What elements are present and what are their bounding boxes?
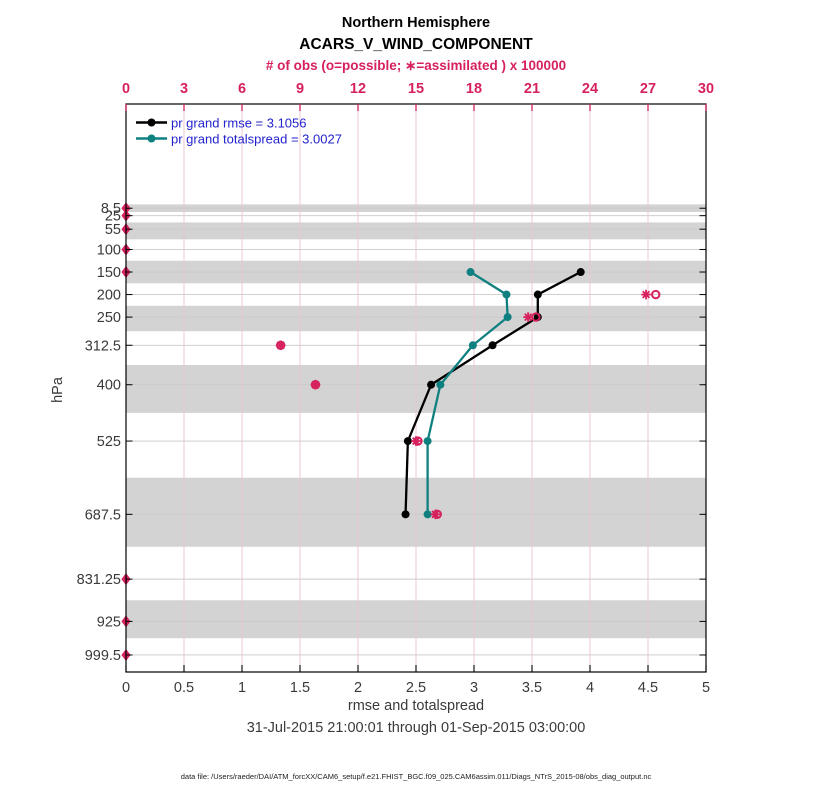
pr-grand-rmse-marker — [488, 341, 497, 350]
pr-grand-totalspread-marker — [502, 290, 511, 299]
pr-grand-rmse-marker — [401, 510, 410, 519]
obs-axis-tick-label: 6 — [238, 81, 246, 97]
x-tick-label: 0.5 — [174, 680, 194, 696]
profile-series — [401, 268, 585, 519]
x-tick-label: 5 — [702, 680, 710, 696]
obs-axis-label: # of obs (o=possible; ∗=assimilated ) x … — [266, 58, 566, 73]
level-tick-label: 525 — [97, 434, 121, 450]
x-tick-label: 2.5 — [406, 680, 426, 696]
x-tick-label: 1 — [238, 680, 246, 696]
pr-grand-rmse-marker — [403, 437, 412, 446]
x-axis-label: rmse and totalspread — [348, 698, 484, 714]
pr-grand-totalspread-marker — [468, 341, 477, 350]
obs-assimilated-marker — [523, 312, 533, 322]
legend-totalspread-marker — [147, 134, 156, 143]
pr-grand-totalspread-marker — [466, 268, 475, 277]
x-tick-label: 0 — [122, 680, 130, 696]
obs-assimilated-marker — [310, 379, 321, 390]
x-tick-label: 3.5 — [522, 680, 542, 696]
obs-assimilated-marker — [275, 340, 286, 351]
vertical-gridlines — [183, 104, 649, 672]
obs-axis-tick-label: 0 — [122, 81, 130, 97]
axes-box-and-ticks — [125, 103, 707, 673]
level-tick-label: 687.5 — [85, 507, 121, 523]
pr-grand-rmse-marker — [533, 290, 542, 299]
obs-axis-tick-label: 15 — [408, 81, 424, 97]
level-tick-label: 925 — [97, 614, 121, 630]
pr-grand-totalspread-marker — [423, 510, 432, 519]
pr-grand-rmse-marker — [427, 380, 436, 389]
obs-axis-tick-label: 21 — [524, 81, 540, 97]
obs-possible-marker — [651, 289, 661, 300]
x-tick-label: 3 — [470, 680, 478, 696]
pr-grand-rmse-marker — [576, 268, 585, 277]
legend-totalspread-label: pr grand totalspread = 3.0027 — [171, 132, 342, 147]
obs-axis-tick-label: 3 — [180, 81, 188, 97]
y-axis-label: hPa — [50, 376, 66, 403]
level-tick-label: 831.25 — [77, 572, 121, 588]
figure-subtitle: ACARS_V_WIND_COMPONENT — [299, 36, 533, 53]
level-tick-label: 150 — [97, 265, 121, 281]
level-tick-label: 400 — [97, 378, 121, 394]
data-file-caption: data file: /Users/raeder/DAI/ATM_forcXX/… — [181, 772, 652, 781]
x-tick-label: 2 — [354, 680, 362, 696]
tick-labels: 0 0.5 1 1.5 2 2.5 3 3.5 4 4.5 5 0 3 6 9 12 15 18 21 24 27 30 8… — [77, 81, 714, 696]
figure-title: Northern Hemisphere — [342, 15, 490, 31]
pr-grand-totalspread-marker — [436, 380, 445, 389]
level-tick-label: 55 — [105, 222, 121, 238]
x-tick-label: 4 — [586, 680, 594, 696]
obs-assimilated-marker — [641, 289, 651, 300]
obs-assimilated-marker — [430, 509, 441, 520]
date-range-caption: 31-Jul-2015 21:00:01 through 01-Sep-2015… — [247, 720, 586, 736]
legend-rmse-label: pr grand rmse = 3.1056 — [171, 116, 307, 131]
obs-axis-tick-label: 30 — [698, 81, 714, 97]
obs-axis-tick-label: 24 — [582, 81, 598, 97]
level-tick-label: 250 — [97, 310, 121, 326]
pr-grand-totalspread-marker — [423, 437, 432, 446]
x-tick-label: 4.5 — [638, 680, 658, 696]
obs-axis-tick-label: 9 — [296, 81, 304, 97]
obs-axis-tick-label: 27 — [640, 81, 656, 97]
level-tick-label: 25 — [105, 209, 121, 225]
level-tick-label: 999.5 — [85, 648, 121, 664]
level-tick-label: 200 — [97, 288, 121, 304]
obs-axis-tick-label: 18 — [466, 81, 482, 97]
obs-axis-tick-label: 12 — [350, 81, 366, 97]
level-tick-label: 312.5 — [85, 338, 121, 354]
x-tick-label: 1.5 — [290, 680, 310, 696]
level-tick-label: 100 — [97, 242, 121, 258]
obs-assimilated-marker — [411, 436, 421, 446]
legend: pr grand rmse = 3.1056 pr grand totalspr… — [136, 116, 342, 147]
legend-rmse-marker — [147, 118, 156, 127]
pr-grand-totalspread-marker — [503, 313, 512, 322]
level-tick-label: 8.5 — [101, 201, 121, 217]
